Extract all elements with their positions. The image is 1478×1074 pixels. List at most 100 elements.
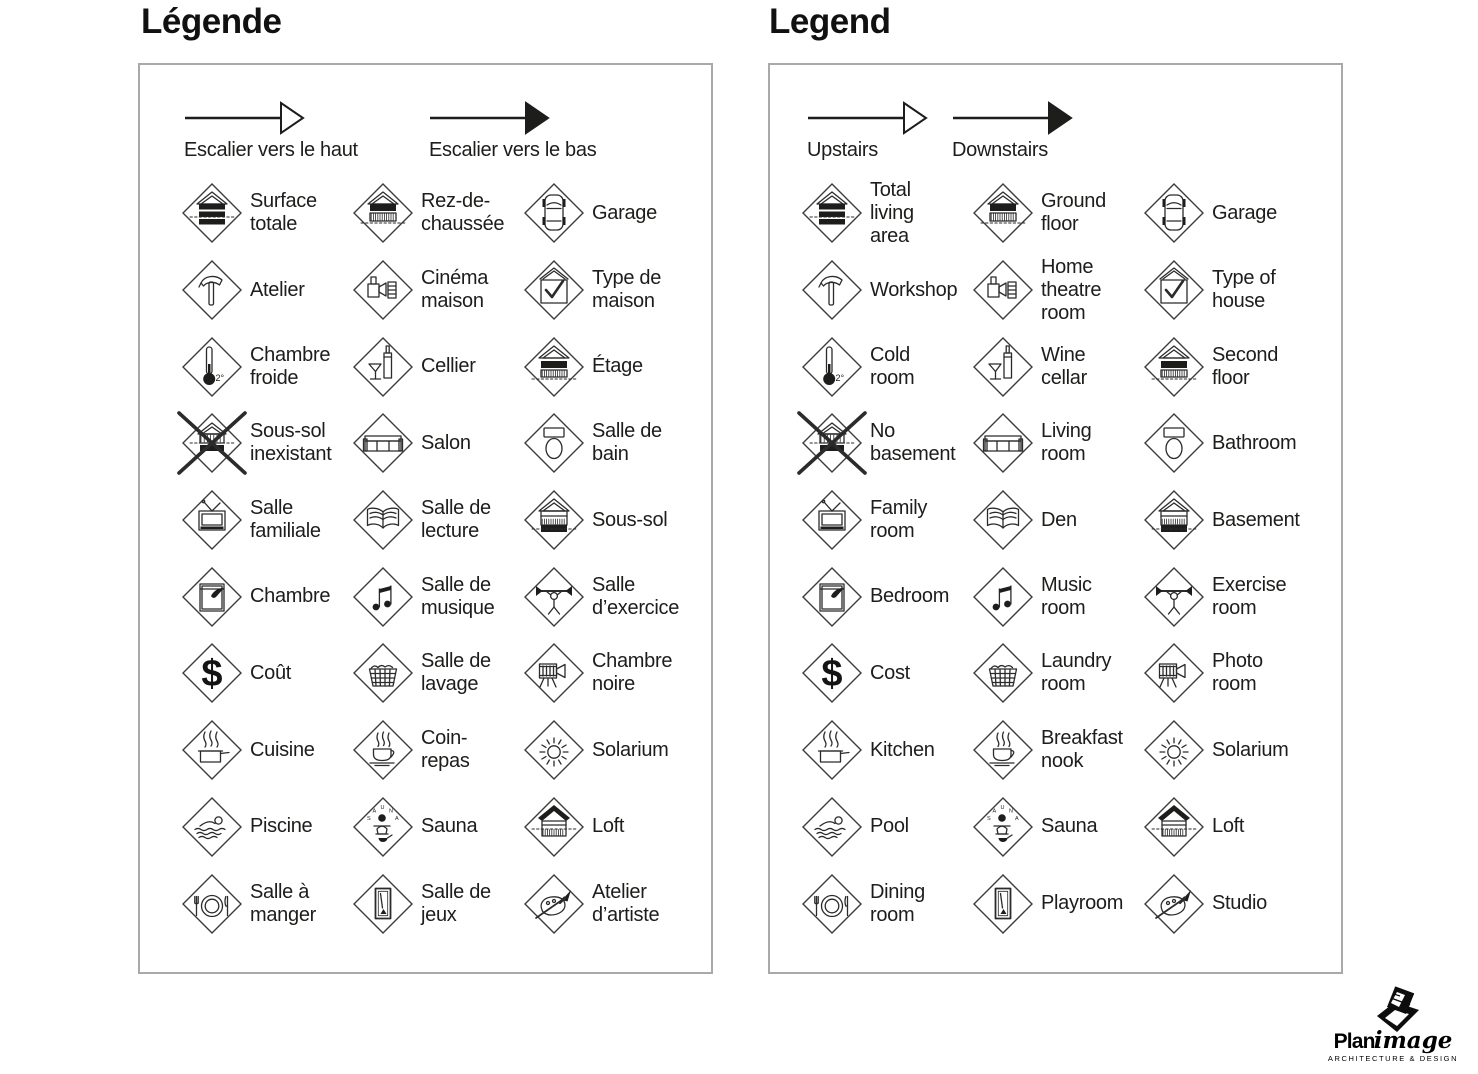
legend-item: Coin-repas — [352, 712, 523, 789]
legend-item: Chambre noire — [523, 635, 708, 712]
legend-item-label: Salle d’exercice — [592, 573, 680, 619]
legend-item-label: Dining room — [870, 880, 925, 926]
legend-item-label: Rez-de-chaussée — [421, 190, 505, 236]
planimage-wordmark: Planimage — [1313, 1029, 1473, 1052]
legend-item: Wine cellar — [972, 328, 1143, 405]
ground-floor-house-icon — [352, 182, 414, 244]
legend-item-label: Chambre froide — [250, 343, 331, 389]
dollar-icon: $ — [181, 642, 243, 704]
legend-item-label: Bathroom — [1212, 431, 1297, 454]
logo-tagline: ARCHITECTURE & DESIGN — [1327, 1054, 1459, 1063]
legend-item: Salle de musique — [352, 558, 523, 635]
legend-item: Bedroom — [801, 558, 972, 635]
legend-item: Rez-de-chaussée — [352, 175, 523, 252]
projector-film-icon — [972, 259, 1034, 321]
legend-item-label: Cellier — [421, 355, 476, 378]
legend-item-label: Bedroom — [870, 585, 950, 608]
legend-item: S A U N A Sauna — [972, 789, 1143, 866]
legend-item: 2° Chambre froide — [181, 328, 352, 405]
legend-items-grid-english: Total living area Ground floor Garage Workshop… — [797, 175, 1328, 942]
bed-icon — [801, 566, 863, 628]
legend-item: 2° Cold room — [801, 328, 972, 405]
planimage-logo-icon — [1377, 986, 1419, 1032]
billiard-table-icon — [972, 873, 1034, 935]
legend-item-label: Salle de musique — [421, 573, 495, 619]
cooking-pot-icon — [181, 719, 243, 781]
page-title-french: Légende — [141, 2, 282, 41]
page-title-english: Legend — [769, 2, 891, 41]
legend-item: Loft — [1143, 789, 1328, 866]
swimmer-icon — [181, 796, 243, 858]
legend-item: Kitchen — [801, 712, 972, 789]
legend-item: S A U N A Sauna — [352, 789, 523, 866]
legend-item: Salon — [352, 405, 523, 482]
legend-item: Sous-sol inexistant — [177, 405, 352, 482]
plate-cutlery-icon — [801, 873, 863, 935]
svg-text:N: N — [389, 808, 393, 814]
basement-house-icon — [523, 489, 585, 551]
legend-item: Garage — [523, 175, 708, 252]
wine-bottle-glass-icon — [972, 336, 1034, 398]
svg-text:S: S — [367, 816, 371, 822]
legend-item: Sous-sol — [523, 482, 708, 559]
legend-item-label: Salon — [421, 431, 471, 454]
legend-item-label: Salle de jeux — [421, 880, 491, 926]
legend-item: Salle de lecture — [352, 482, 523, 559]
open-book-icon — [352, 489, 414, 551]
tv-icon — [801, 489, 863, 551]
legend-item-label: Sous-sol inexistant — [250, 420, 332, 466]
garage-car-icon — [523, 182, 585, 244]
legend-panel-english: Upstairs Downstairs Total living area Groun… — [768, 63, 1343, 974]
open-book-icon — [972, 489, 1034, 551]
legend-item-label: Salle de lecture — [421, 497, 491, 543]
legend-item-label: Breakfast nook — [1041, 727, 1123, 773]
legend-item-label: Sous-sol — [592, 508, 668, 531]
movie-camera-icon — [1143, 642, 1205, 704]
legend-item-label: Atelier d’artiste — [592, 880, 660, 926]
legend-item-label: Pool — [870, 815, 909, 838]
legend-item: Breakfast nook — [972, 712, 1143, 789]
legend-item: Type de maison — [523, 252, 708, 329]
stairs-up-arrow-icon — [808, 101, 928, 135]
svg-text:2°: 2° — [836, 373, 845, 383]
legend-item-label: Family room — [870, 497, 928, 543]
svg-text:$: $ — [821, 653, 842, 695]
music-notes-icon — [352, 566, 414, 628]
legend-item: Total living area — [801, 175, 972, 252]
legend-item-label: Living room — [1041, 420, 1092, 466]
coffee-cup-icon — [972, 719, 1034, 781]
legend-item-label: Type of house — [1212, 267, 1276, 313]
legend-items-grid-french: Surface totale Rez-de-chaussée Garage Atelie… — [177, 175, 708, 942]
basement-house-icon — [1143, 489, 1205, 551]
legend-item: Home theatre room — [972, 252, 1143, 329]
stairs-up-label: Escalier vers le haut — [184, 139, 358, 161]
legend-item-label: Studio — [1212, 892, 1267, 915]
svg-text:A: A — [373, 808, 377, 814]
legend-item: Laundry room — [972, 635, 1143, 712]
palette-brush-icon — [523, 873, 585, 935]
legend-item: Cellier — [352, 328, 523, 405]
svg-text:U: U — [381, 805, 385, 811]
sofa-icon — [352, 412, 414, 474]
legend-item-label: Loft — [1212, 815, 1245, 838]
legend-item: Studio — [1143, 865, 1328, 942]
bed-icon — [181, 566, 243, 628]
total-area-house-icon — [801, 182, 863, 244]
legend-item: Cinéma maison — [352, 252, 523, 329]
dollar-icon: $ — [801, 642, 863, 704]
legend-panel-french: Escalier vers le haut Escalier vers le b… — [138, 63, 713, 974]
legend-item-label: Sauna — [421, 815, 478, 838]
legend-item: Solarium — [523, 712, 708, 789]
svg-text:$: $ — [201, 653, 222, 695]
legend-item-label: Salle familiale — [250, 497, 321, 543]
legend-item: Loft — [523, 789, 708, 866]
legend-item-label: Laundry room — [1041, 650, 1112, 696]
toilet-icon — [523, 412, 585, 474]
cooking-pot-icon — [801, 719, 863, 781]
legend-item-label: Surface totale — [250, 190, 317, 236]
svg-text:N: N — [1009, 808, 1013, 814]
legend-item-label: Total living area — [870, 178, 914, 247]
stairs-down-arrow-icon — [953, 101, 1073, 135]
stairs-down-legend-entry: Escalier vers le bas — [429, 99, 597, 162]
